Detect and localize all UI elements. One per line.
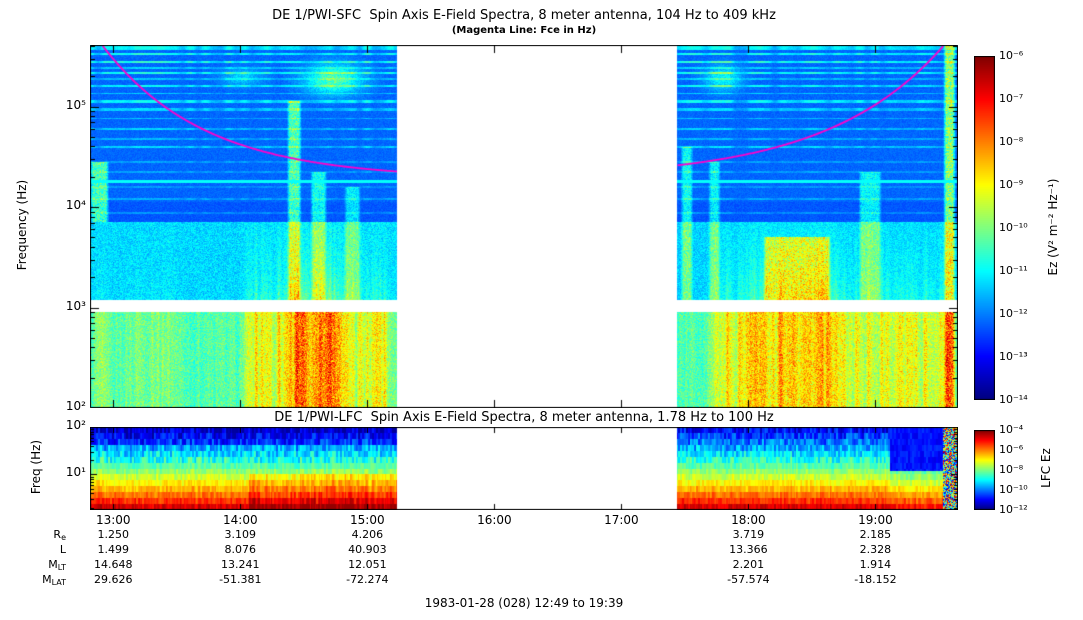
ephemeris-value: -18.152 [854, 573, 897, 586]
ephemeris-value: 14.648 [94, 558, 133, 571]
ephemeris-value: 12.051 [348, 558, 387, 571]
ephemeris-value: -72.274 [346, 573, 389, 586]
sfc-ytick-label: 10² [65, 399, 86, 413]
time-tick-label: 19:00 [858, 513, 893, 527]
lfc-spectrogram [90, 427, 958, 510]
footer-daterange: 1983-01-28 (028) 12:49 to 19:39 [424, 596, 624, 610]
sfc-ytick-label: 10⁵ [65, 97, 86, 112]
ephemeris-value: 1.499 [97, 543, 130, 556]
ephemeris-value: 1.250 [97, 528, 130, 541]
ephemeris-value: 1.914 [859, 558, 892, 571]
lfc-colorbar-tick-label: 10⁻⁴ [999, 423, 1024, 436]
ephemeris-value: 2.201 [732, 558, 765, 571]
sfc-colorbar-tick-label: 10⁻¹² [999, 307, 1028, 320]
time-tick-label: 13:00 [95, 513, 131, 527]
ephemeris-value: 3.719 [732, 528, 765, 541]
ephemeris-value: 2.185 [859, 528, 892, 541]
ephemeris-row-label: MLT [48, 558, 66, 572]
ephemeris-value: 4.206 [351, 528, 384, 541]
ephemeris-value: 2.328 [859, 543, 892, 556]
ephemeris-value: 13.366 [729, 543, 768, 556]
lfc-colorbar-tick-label: 10⁻⁸ [999, 463, 1024, 476]
sfc-ytick-label: 10³ [65, 298, 86, 313]
ephemeris-value: 29.626 [94, 573, 133, 586]
lfc-colorbar [974, 430, 995, 510]
sfc-spectrogram [90, 45, 958, 408]
ephemeris-value: 8.076 [224, 543, 257, 556]
time-tick-label: 18:00 [731, 513, 766, 527]
ephemeris-value: 3.109 [224, 528, 257, 541]
time-tick-label: 14:00 [223, 513, 258, 527]
ephemeris-row-label: Re [53, 528, 66, 542]
ephemeris-row-label: MLAT [42, 573, 66, 587]
sfc-ylabel: Frequency (Hz) [15, 179, 29, 271]
ephemeris-value: -57.574 [727, 573, 770, 586]
lfc-title: DE 1/PWI-LFC Spin Axis E-Field Spectra, … [274, 410, 774, 425]
sfc-colorbar-tick-label: 10⁻¹⁰ [999, 221, 1028, 234]
sfc-colorbar-tick-label: 10⁻⁷ [999, 92, 1024, 105]
ephemeris-value: -51.381 [219, 573, 262, 586]
lfc-colorbar-tick-label: 10⁻¹² [999, 503, 1028, 516]
time-tick-label: 16:00 [477, 513, 512, 527]
sfc-colorbar-tick-label: 10⁻¹¹ [999, 264, 1028, 277]
sfc-colorbar-label: Ez (V² m⁻² Hz⁻¹) [1046, 178, 1060, 276]
sfc-ytick-label: 10⁴ [65, 198, 86, 212]
ephemeris-row-label: L [59, 543, 66, 556]
time-tick-label: 15:00 [350, 513, 385, 527]
sfc-colorbar [974, 56, 995, 400]
sfc-colorbar-tick-label: 10⁻¹³ [999, 350, 1028, 363]
sfc-colorbar-tick-label: 10⁻⁸ [999, 135, 1024, 148]
sfc-colorbar-tick-label: 10⁻¹⁴ [999, 393, 1028, 406]
ephemeris-value: 13.241 [221, 558, 260, 571]
lfc-colorbar-label: LFC Ez [1039, 448, 1053, 488]
sfc-colorbar-tick-label: 10⁻⁶ [999, 49, 1024, 62]
ephemeris-value: 40.903 [348, 543, 387, 556]
sfc-subtitle: (Magenta Line: Fce in Hz) [451, 25, 597, 36]
lfc-colorbar-tick-label: 10⁻¹⁰ [999, 483, 1028, 496]
sfc-title: DE 1/PWI-SFC Spin Axis E-Field Spectra, … [272, 8, 776, 23]
lfc-ytick-label: 10² [65, 418, 86, 432]
time-tick-label: 17:00 [604, 513, 639, 527]
lfc-colorbar-tick-label: 10⁻⁶ [999, 443, 1024, 456]
sfc-colorbar-tick-label: 10⁻⁹ [999, 178, 1024, 191]
lfc-ytick-label: 10¹ [65, 465, 86, 480]
